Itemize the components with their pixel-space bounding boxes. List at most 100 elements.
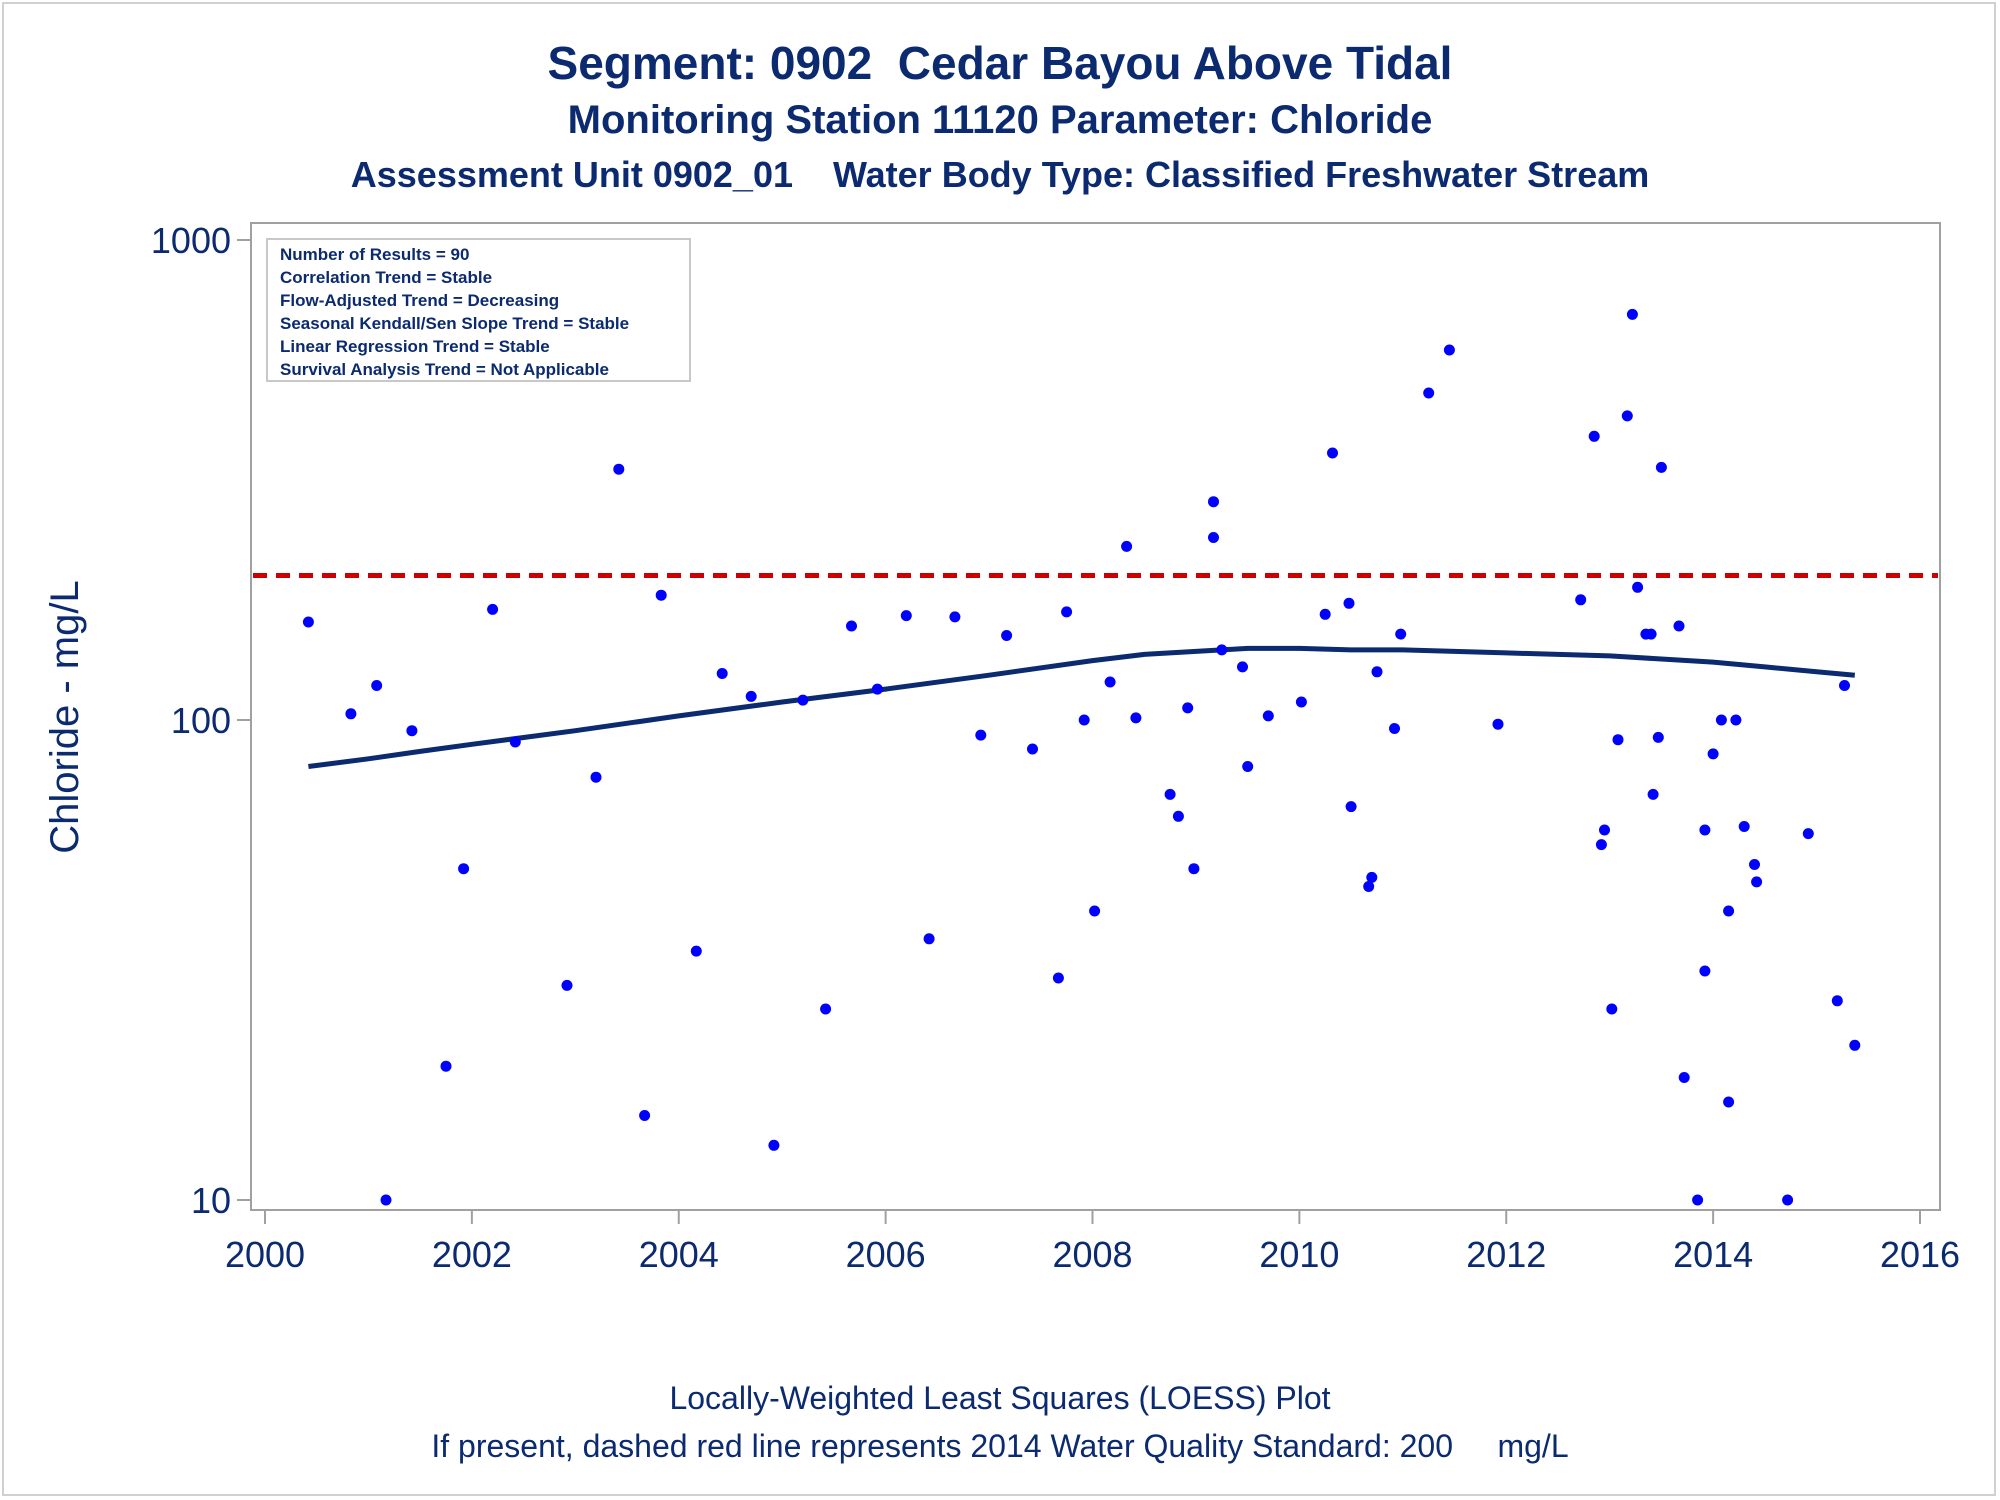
data-point: [1027, 743, 1038, 755]
data-point: [1366, 871, 1378, 883]
y-tick-label: 1000: [151, 220, 231, 261]
x-tick-label: 2008: [1052, 1234, 1132, 1275]
data-point: [1626, 308, 1638, 320]
data-point: [1645, 628, 1657, 640]
data-point: [1655, 461, 1667, 473]
data-point: [371, 680, 383, 691]
data-point: [1089, 905, 1101, 917]
data-point: [1692, 1194, 1704, 1206]
data-point: [1723, 905, 1735, 917]
data-point: [1782, 1194, 1794, 1206]
data-point: [1738, 821, 1750, 832]
data-point: [1673, 620, 1685, 632]
data-point: [716, 668, 728, 679]
data-point: [1802, 828, 1814, 840]
data-point: [1061, 606, 1073, 618]
data-point: [1588, 430, 1600, 442]
data-point: [440, 1060, 452, 1072]
data-point: [1599, 824, 1610, 836]
y-tick-label: 100: [171, 700, 231, 741]
data-point: [797, 694, 809, 706]
data-point: [1621, 410, 1633, 422]
data-point: [1606, 1003, 1618, 1015]
stats-legend-line: Number of Results = 90: [280, 245, 469, 264]
data-point: [1343, 597, 1355, 609]
chart-subtitle: Monitoring Station 11120 Parameter: Chlo…: [567, 98, 1433, 142]
data-point: [1749, 859, 1760, 870]
data-point: [1172, 810, 1184, 822]
stats-legend-box: [266, 238, 691, 382]
x-tick-label: 2010: [1259, 1234, 1339, 1275]
data-point: [1632, 581, 1644, 593]
data-point: [1652, 731, 1664, 743]
data-point: [1443, 344, 1455, 356]
data-point: [1647, 788, 1659, 800]
data-point: [1839, 680, 1850, 691]
data-point: [1751, 876, 1763, 888]
data-point: [1492, 718, 1504, 730]
loess-line: [308, 645, 1856, 769]
data-point: [1188, 863, 1200, 875]
x-tick-label: 2012: [1466, 1234, 1546, 1275]
data-point: [1723, 1096, 1735, 1108]
data-point: [1345, 801, 1357, 813]
data-point: [900, 610, 912, 622]
data-point: [639, 1110, 651, 1121]
data-point: [871, 683, 883, 695]
footnote-standard: If present, dashed red line represents 2…: [431, 1428, 1569, 1464]
data-point: [345, 708, 357, 720]
x-tick-label: 2004: [639, 1234, 719, 1275]
stats-legend-line: Flow-Adjusted Trend = Decreasing: [280, 291, 559, 310]
data-point: [1389, 723, 1400, 734]
data-point: [1208, 496, 1219, 508]
data-point: [1595, 839, 1607, 851]
data-point: [1052, 972, 1064, 984]
data-point: [1319, 608, 1331, 620]
data-point: [1237, 661, 1248, 673]
data-point: [1831, 995, 1843, 1007]
data-point: [923, 933, 935, 945]
data-point: [487, 603, 499, 615]
data-point: [1707, 748, 1719, 760]
data-point: [768, 1139, 780, 1151]
data-point: [690, 945, 702, 957]
x-tick-label: 2014: [1673, 1234, 1753, 1275]
data-point: [1295, 696, 1307, 708]
x-tick-label: 2006: [846, 1234, 926, 1275]
data-point: [1363, 881, 1375, 892]
data-point: [380, 1194, 392, 1206]
data-point: [1182, 702, 1194, 714]
data-point: [509, 736, 521, 748]
data-point: [590, 771, 602, 783]
x-tick-label: 2000: [225, 1234, 305, 1275]
data-point: [1715, 714, 1727, 726]
stats-legend: Number of Results = 90 Correlation Trend …: [266, 238, 691, 382]
data-point: [1078, 714, 1090, 726]
data-points: [302, 308, 1861, 1206]
chart-subtitle-2: Assessment Unit 0902_01 Water Body Type:…: [350, 154, 1650, 195]
data-point: [655, 589, 667, 601]
data-point: [561, 979, 573, 991]
plot-area: [250, 222, 1941, 1211]
data-point: [846, 620, 857, 632]
y-axis-label: Chloride - mg/L: [43, 580, 87, 853]
data-point: [1216, 644, 1228, 656]
data-point: [458, 863, 470, 875]
data-point: [949, 611, 961, 623]
data-point: [1242, 761, 1254, 772]
data-point: [302, 616, 314, 628]
data-point: [1262, 710, 1274, 722]
data-point: [1678, 1072, 1690, 1083]
stats-legend-line: Survival Analysis Trend = Not Applicable: [280, 360, 609, 379]
data-point: [1121, 540, 1133, 552]
data-point: [1575, 594, 1587, 606]
data-point: [1730, 714, 1742, 726]
chart-title: Segment: 0902 Cedar Bayou Above Tidal: [547, 37, 1453, 89]
data-point: [1327, 447, 1338, 459]
stats-legend-line: Seasonal Kendall/Sen Slope Trend = Stabl…: [280, 314, 629, 333]
x-tick-label: 2002: [432, 1234, 512, 1275]
data-point: [1699, 824, 1711, 836]
data-point: [1104, 676, 1116, 688]
